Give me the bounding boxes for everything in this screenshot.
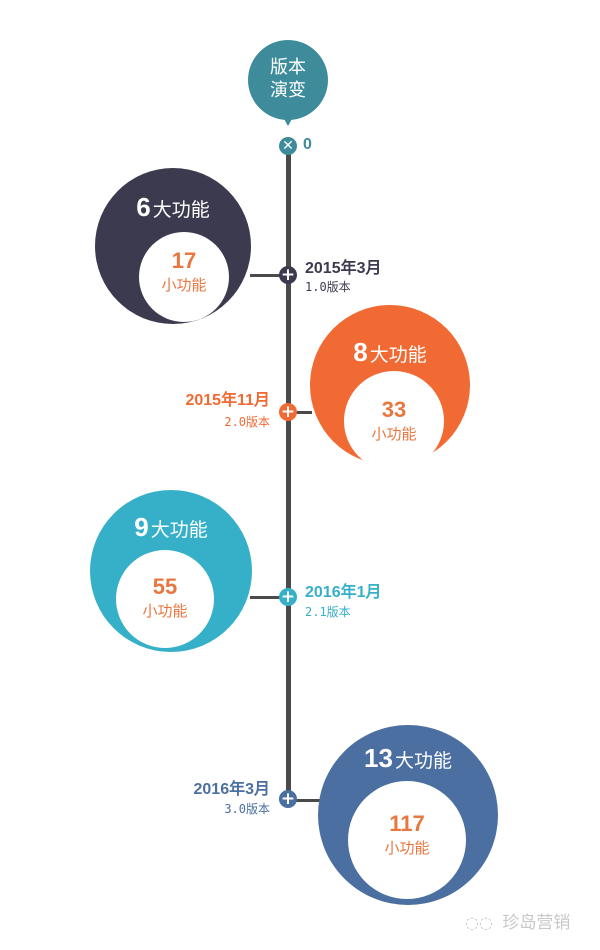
minor-count: 17: [171, 248, 197, 273]
bubble-title-line1: 版本: [270, 57, 306, 78]
major-count: 6: [136, 192, 151, 222]
minor-circle: 33 小功能: [344, 371, 444, 471]
version-label: 1.0版本: [305, 280, 351, 294]
plus-icon: +: [279, 265, 297, 285]
minor-circle: 117 小功能: [348, 781, 466, 899]
minor-label: 小功能: [384, 839, 430, 857]
watermark-text: 珍岛营销: [502, 913, 571, 933]
version-label: 2.1版本: [305, 605, 351, 619]
date-label: 2016年1月: [305, 584, 382, 601]
major-circle: 9 大功能 55 小功能: [90, 490, 252, 652]
minor-count: 33: [381, 397, 407, 422]
date-label: 2015年3月: [305, 260, 382, 277]
timeline-line: [286, 146, 291, 802]
plus-icon: +: [279, 587, 297, 607]
major-circle: 13 大功能 117 小功能: [318, 725, 498, 905]
minor-circle: 17 小功能: [139, 232, 229, 322]
major-circle: 8 大功能 33 小功能: [310, 305, 470, 471]
major-count: 13: [364, 743, 393, 773]
major-count: 8: [353, 337, 368, 367]
date-label: 2016年3月: [193, 781, 271, 798]
major-label: 大功能: [152, 199, 210, 221]
date-label: 2015年11月: [185, 392, 270, 409]
minor-label: 小功能: [161, 276, 207, 294]
version-label: 2.0版本: [224, 415, 270, 429]
major-label: 大功能: [150, 519, 208, 541]
wechat-icon: ◌◌: [465, 913, 493, 932]
version-label: 3.0版本: [224, 802, 270, 816]
minor-label: 小功能: [371, 425, 417, 443]
major-label: 大功能: [369, 344, 427, 366]
minor-label: 小功能: [142, 602, 188, 620]
major-label: 大功能: [394, 750, 452, 772]
major-circle: 6 大功能 17 小功能: [95, 168, 251, 324]
bubble-title-line2: 演变: [270, 80, 306, 101]
minor-count: 55: [152, 574, 178, 599]
close-icon: ✕: [279, 137, 297, 155]
minor-count: 117: [389, 811, 425, 836]
plus-icon: +: [279, 402, 297, 422]
major-count: 9: [134, 512, 149, 542]
watermark: ◌◌ 珍岛营销: [465, 908, 570, 933]
start-label: 0: [303, 136, 312, 153]
minor-circle: 55 小功能: [116, 550, 214, 648]
plus-icon: +: [279, 789, 297, 809]
